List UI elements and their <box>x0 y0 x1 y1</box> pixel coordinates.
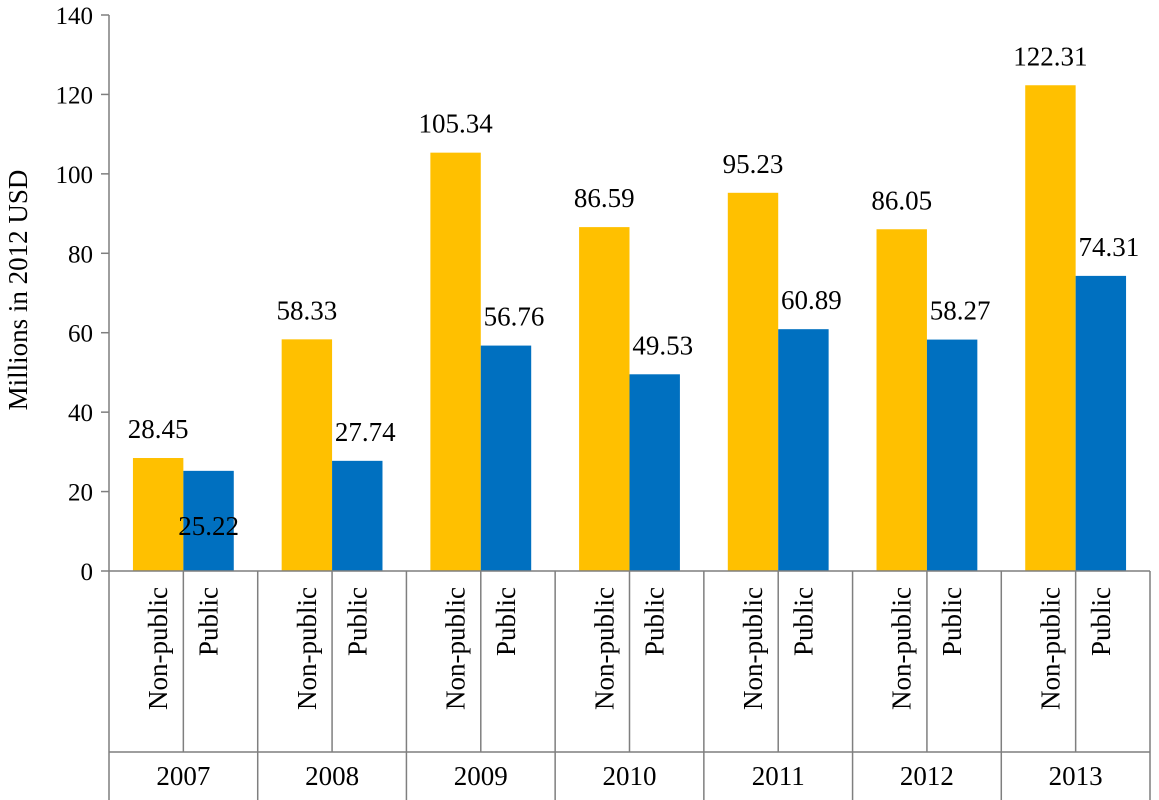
bar-2010-non-public <box>579 227 630 571</box>
bar-2008-public <box>332 460 383 571</box>
data-label-2013-public: 74.31 <box>1078 232 1139 262</box>
bar-2007-public <box>183 470 234 571</box>
y-axis-label-group: Millions in 2012 USD <box>3 170 33 411</box>
bar-2012-non-public <box>876 229 927 571</box>
x-category-label: Public <box>788 587 818 656</box>
x-year-label: 2011 <box>752 761 805 791</box>
x-category-label: Non-public <box>589 587 619 710</box>
x-category-label: Non-public <box>143 587 173 710</box>
bar-2013-public <box>1075 275 1127 571</box>
data-label-2009-public: 56.76 <box>484 302 545 332</box>
bar-2013-non-public <box>1025 85 1076 571</box>
bar-2011-non-public <box>727 192 779 572</box>
data-label-2011-public: 60.89 <box>781 285 842 315</box>
y-axis-ticks: 0 20 40 60 80 100 120 140 <box>56 3 110 586</box>
data-label-2009-non-public: 105.34 <box>418 109 493 139</box>
x-year-label: 2010 <box>603 761 657 791</box>
data-labels: 28.45 25.22 58.33 27.74 105.34 56.76 86.59 49.5… <box>128 41 1139 541</box>
x-year-label: 2008 <box>305 761 359 791</box>
x-year-label: 2007 <box>156 761 210 791</box>
x-year-label: 2013 <box>1049 761 1103 791</box>
bars <box>132 85 1127 572</box>
data-label-2010-public: 49.53 <box>632 330 693 360</box>
y-axis-label: Millions in 2012 USD <box>3 170 33 411</box>
x-axis: Non-public Public 2007 Non-public Public 2008… <box>108 570 1151 800</box>
bar-2007-non-public <box>132 458 184 571</box>
y-tick-label: 100 <box>56 162 94 189</box>
data-label-2011-non-public: 95.23 <box>723 149 784 179</box>
data-label-2012-non-public: 86.05 <box>871 185 932 215</box>
bar-2009-public <box>480 345 532 571</box>
x-category-label: Public <box>640 587 670 656</box>
y-tick-label: 40 <box>68 400 93 427</box>
x-category-label: Public <box>937 587 967 656</box>
x-category-label: Non-public <box>738 587 768 710</box>
bar-2011-public <box>778 329 829 571</box>
data-label-2008-public: 27.74 <box>335 417 396 447</box>
data-label-2007-non-public: 28.45 <box>128 414 189 444</box>
x-category-label: Non-public <box>887 587 917 710</box>
data-label-2008-non-public: 58.33 <box>276 295 337 325</box>
y-tick-label: 0 <box>81 559 94 586</box>
x-category-label: Non-public <box>1035 587 1065 710</box>
x-category-label: Public <box>194 587 224 656</box>
y-tick-label: 60 <box>68 321 93 348</box>
x-category-label: Public <box>491 587 521 656</box>
y-tick-label: 120 <box>56 82 94 109</box>
data-label-2012-public: 58.27 <box>930 296 991 326</box>
data-label-2013-non-public: 122.31 <box>1013 41 1087 71</box>
data-label-2007-public: 25.22 <box>178 511 239 541</box>
x-category-label: Non-public <box>292 587 322 710</box>
x-year-label: 2012 <box>900 761 954 791</box>
x-category-label: Public <box>342 587 372 656</box>
y-tick-label: 20 <box>68 480 93 507</box>
bar-2009-non-public <box>430 152 481 571</box>
y-tick-label: 140 <box>56 3 94 30</box>
bar-2010-public <box>629 374 680 571</box>
x-category-label: Non-public <box>441 587 471 710</box>
bar-2008-non-public <box>281 339 333 571</box>
bar-2012-public <box>926 339 978 571</box>
x-year-label: 2009 <box>454 761 508 791</box>
data-label-2010-non-public: 86.59 <box>574 183 635 213</box>
x-category-label: Public <box>1086 587 1116 656</box>
y-tick-label: 80 <box>68 241 93 268</box>
